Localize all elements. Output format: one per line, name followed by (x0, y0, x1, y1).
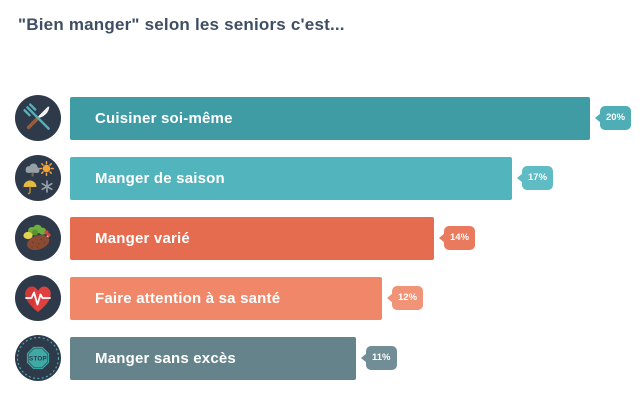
crossed-utensils-icon (15, 95, 61, 141)
chart-row: Manger de saison 17% (0, 148, 642, 208)
badge-pointer (439, 233, 445, 243)
chart-row: Manger varié 14% (0, 208, 642, 268)
chart-row: Faire attention à sa santé 12% (0, 268, 642, 328)
badge-value: 17% (528, 172, 548, 183)
badge-value: 11% (372, 352, 391, 363)
value-badge: 11% (361, 346, 397, 370)
chart-row: Cuisiner soi-même 20% (0, 88, 642, 148)
bar-chart: Cuisiner soi-même 20% (0, 88, 642, 388)
svg-text:STOP: STOP (29, 356, 47, 363)
bar-label: Faire attention à sa santé (95, 289, 281, 307)
bar-label: Manger de saison (95, 169, 225, 187)
badge-value: 12% (398, 292, 418, 303)
varied-meal-icon (15, 215, 61, 261)
stop-sign-icon: STOP (15, 335, 61, 381)
badge-value: 20% (606, 112, 626, 123)
bar-manger-varie: Manger varié (70, 216, 434, 260)
badge-pointer (361, 353, 367, 363)
value-badge: 17% (517, 166, 554, 190)
bar-faire-attention-sante: Faire attention à sa santé (70, 276, 382, 320)
badge-value: 14% (450, 232, 470, 243)
bar-label: Manger sans excès (95, 349, 236, 367)
page-title: "Bien manger" selon les seniors c'est... (18, 15, 345, 34)
bar-manger-de-saison: Manger de saison (70, 156, 512, 200)
badge-pointer (517, 173, 523, 183)
heart-pulse-icon (15, 275, 61, 321)
badge-pointer (595, 113, 601, 123)
bar-cuisiner-soi-meme: Cuisiner soi-même (70, 96, 590, 140)
bar-label: Cuisiner soi-même (95, 109, 233, 127)
bar-label: Manger varié (95, 229, 190, 247)
value-badge: 12% (387, 286, 424, 310)
badge-pointer (387, 293, 393, 303)
value-badge: 14% (439, 226, 476, 250)
bar-manger-sans-exces: Manger sans excès (70, 336, 356, 380)
value-badge: 20% (595, 106, 632, 130)
seasons-weather-icon (15, 155, 61, 201)
chart-row: STOP Manger sans excès 11% (0, 328, 642, 388)
